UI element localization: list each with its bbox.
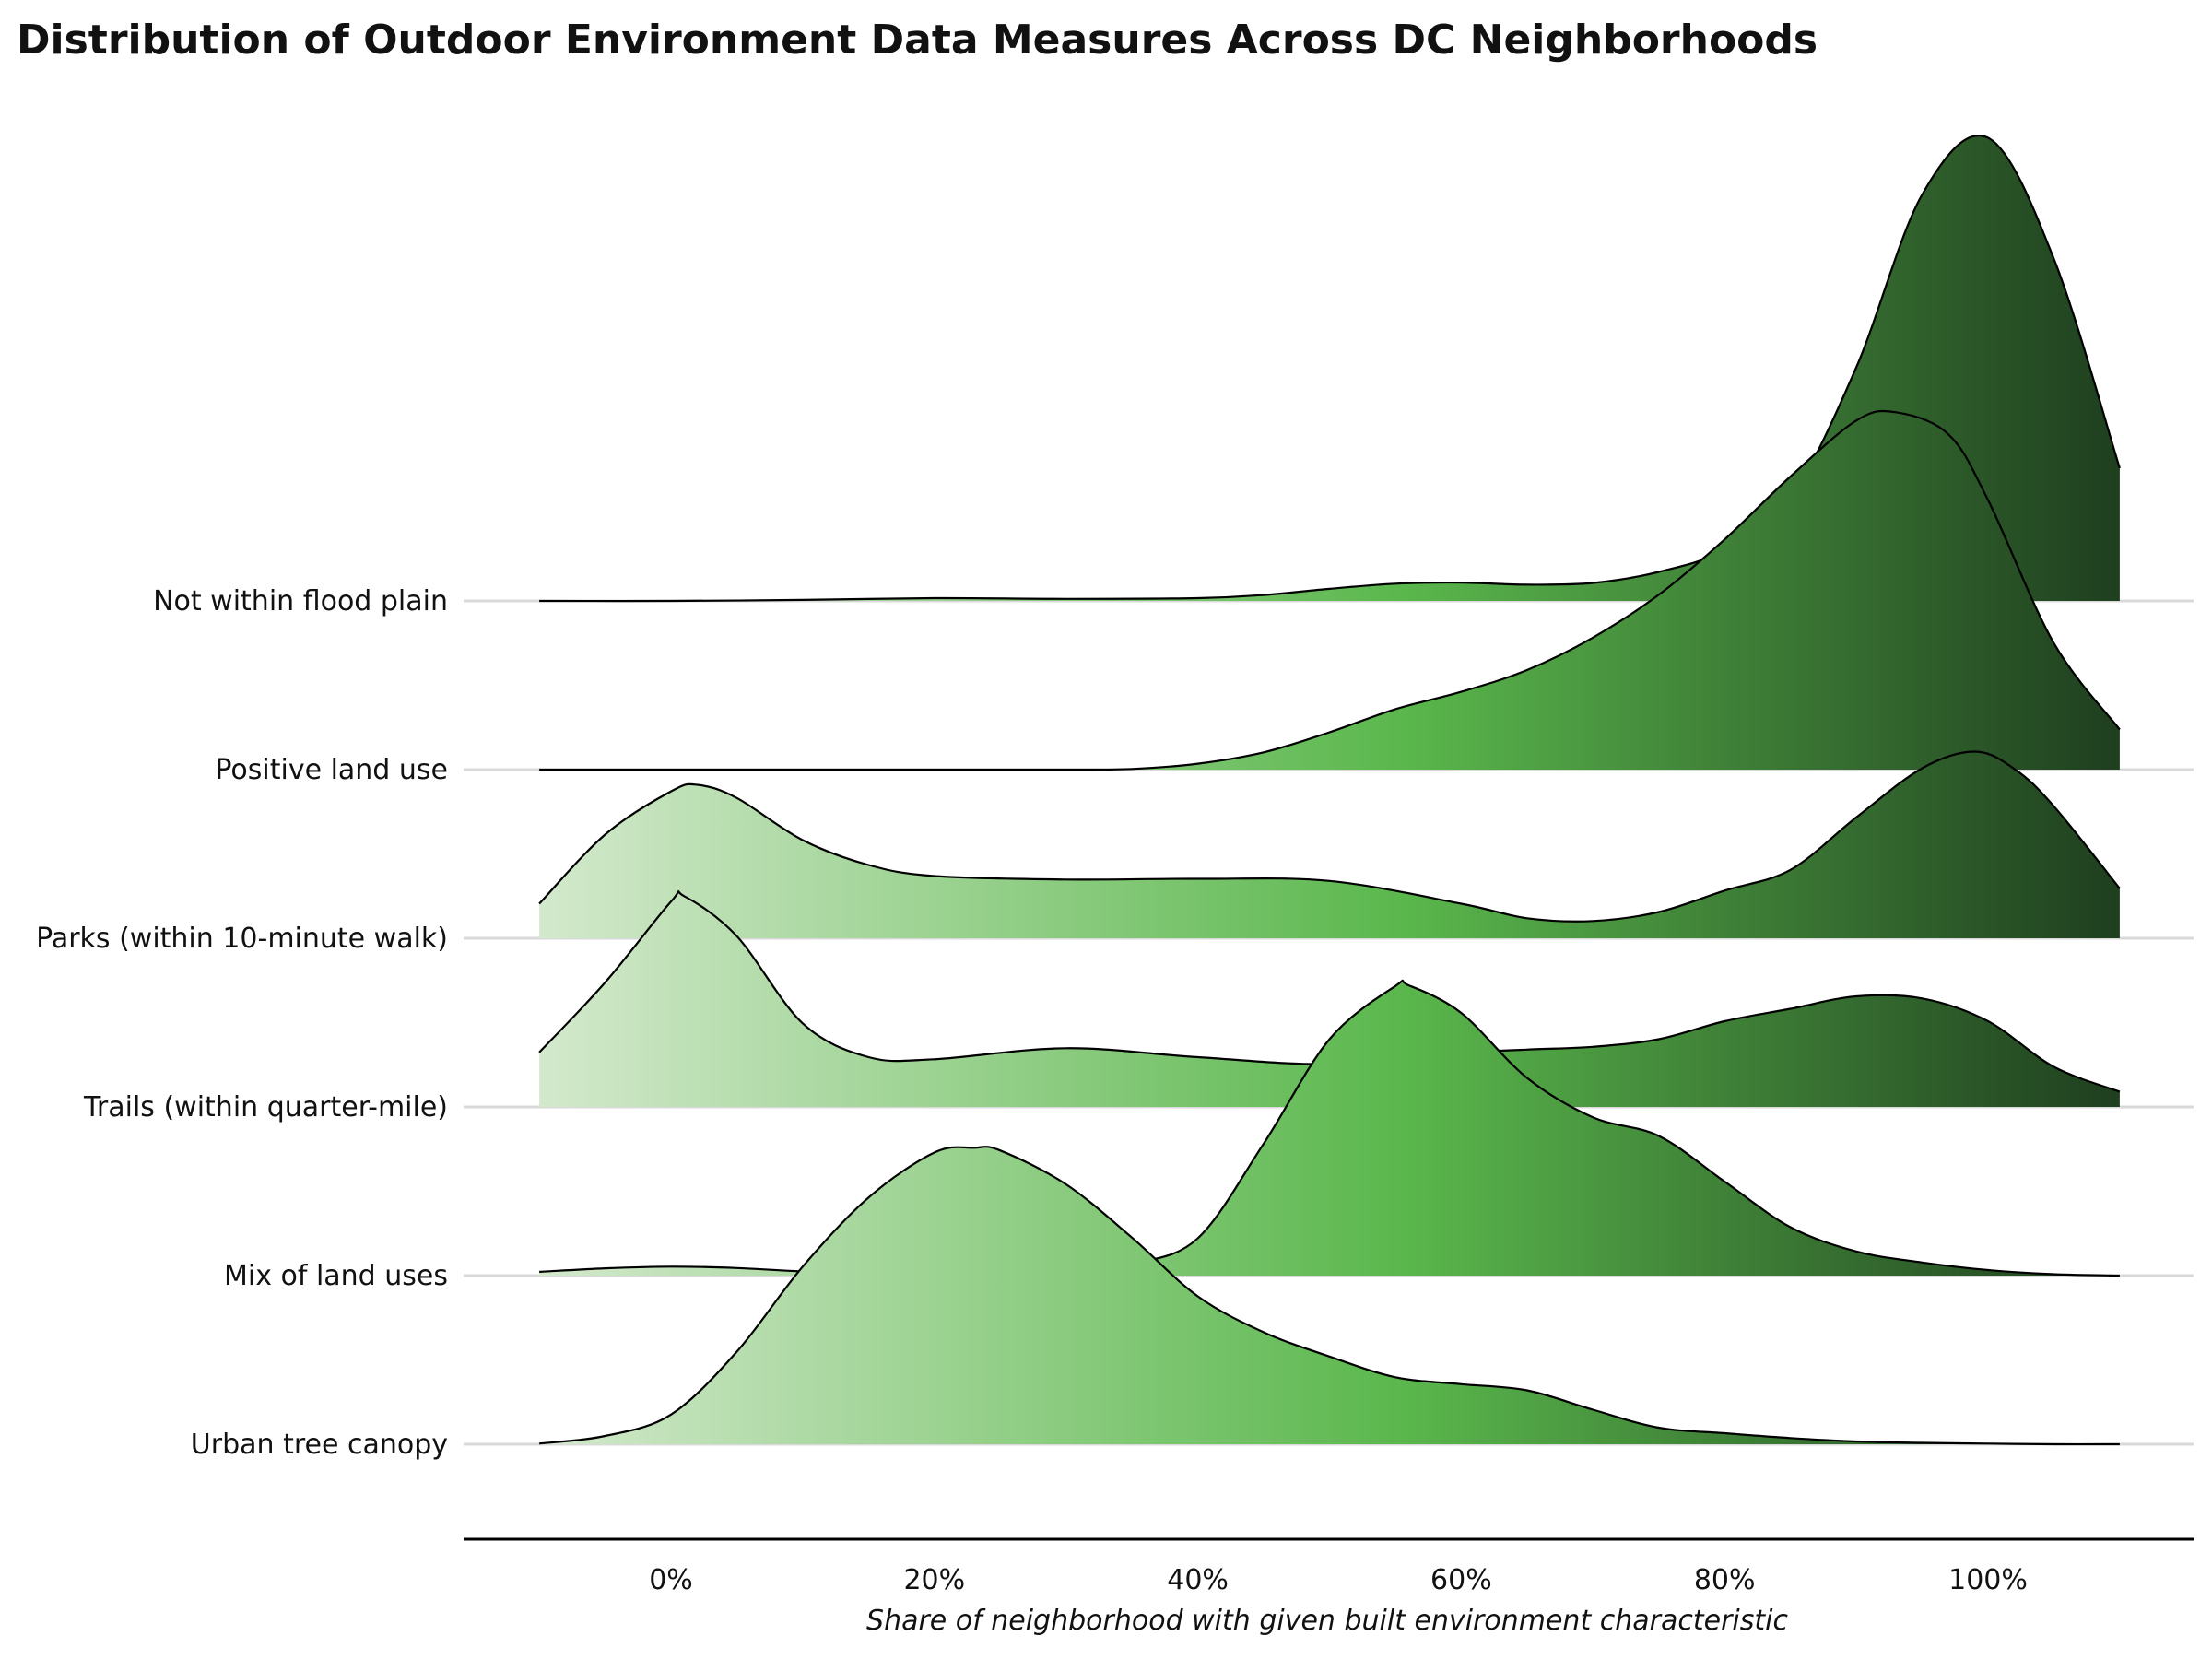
ridge-line-not-within-flood-plain [539,135,2121,603]
ridge-line-positive-land-use [539,409,2121,771]
x-tick-label: 60% [1430,1564,1492,1596]
x-tick-label: 0% [649,1564,693,1596]
ridge-label-parks-within-10-minute-walk: Parks (within 10-minute walk) [36,923,448,955]
x-axis-title: Share of neighborhood with given built e… [866,1605,1788,1637]
ridge-label-urban-tree-canopy: Urban tree canopy [191,1429,448,1461]
ridge-labels: Not within flood plain Positive land use P… [36,585,448,1461]
ridge-label-not-within-flood-plain: Not within flood plain [153,585,448,618]
ridge-area-parks-within-10-minute-walk [539,751,2120,938]
x-tick-label: 20% [903,1564,965,1596]
x-tick-label: 80% [1694,1564,1756,1596]
ridge-parks-within-10-minute-walk [538,750,2121,938]
ridge-urban-tree-canopy [538,1146,2120,1446]
ridge-label-trails-within-quarter-mile: Trails (within quarter-mile) [83,1091,448,1124]
chart-title: Distribution of Outdoor Environment Data… [17,17,1818,64]
ridge-area-positive-land-use [539,410,2120,771]
ridge-line-urban-tree-canopy [538,1146,2120,1446]
ridge-label-positive-land-use: Positive land use [215,754,448,786]
ridge-line-parks-within-10-minute-walk [538,750,2121,923]
ridge-area-mix-of-land-uses [539,980,2120,1277]
x-axis-ticks: 0% 20% 40% 60% 80% 100% [649,1564,2028,1596]
ridge-label-mix-of-land-uses: Mix of land uses [224,1260,448,1292]
ridge-positive-land-use [539,409,2121,771]
ridge-area-urban-tree-canopy [539,1147,2120,1445]
ridges [538,135,2121,1446]
ridge-area-trails-within-quarter-mile [539,891,2120,1107]
x-tick-label: 40% [1167,1564,1229,1596]
x-tick-label: 100% [1948,1564,2028,1596]
